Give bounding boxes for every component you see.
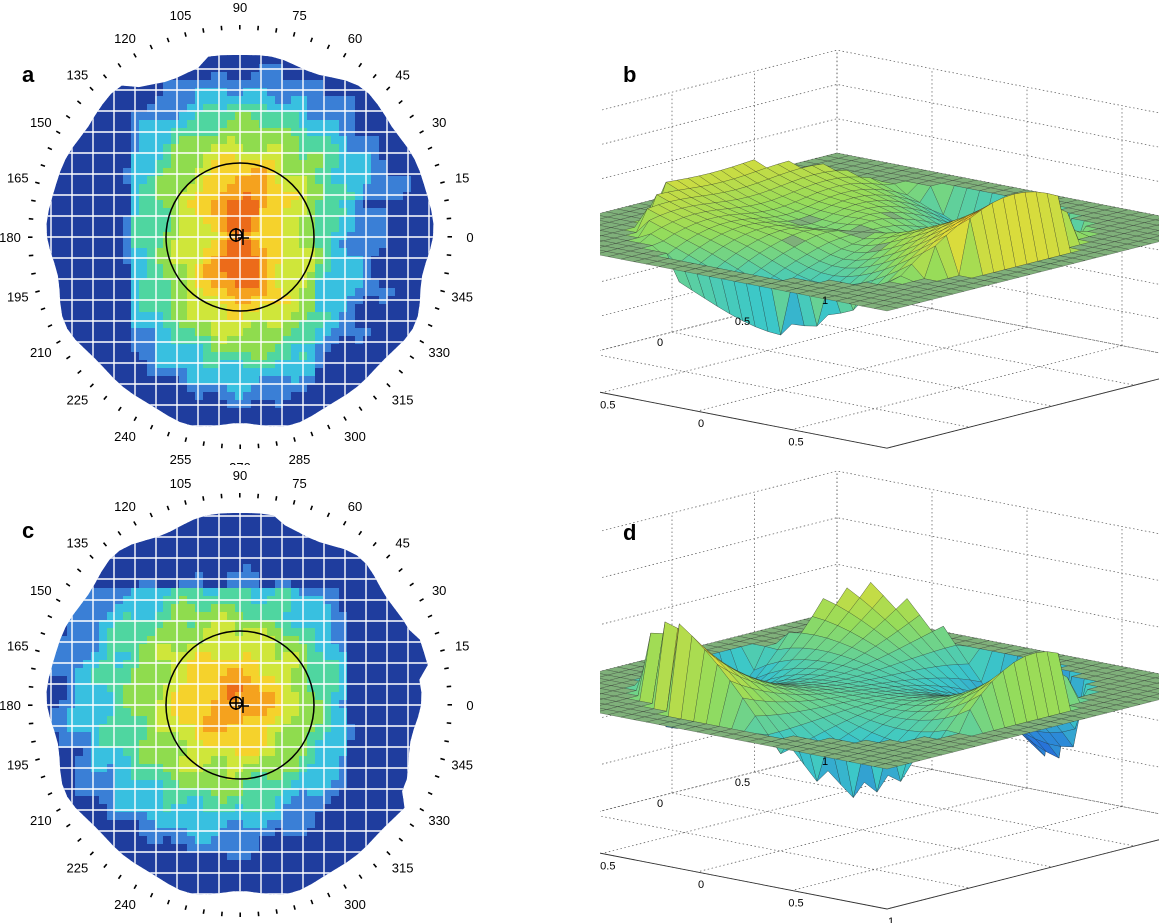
angle-tick-label: 75 — [292, 476, 306, 491]
angle-tick-label: 75 — [292, 8, 306, 23]
y-tick-label: 1 — [822, 295, 828, 307]
angle-tick-label: 15 — [455, 171, 469, 186]
angle-tick-label: 60 — [348, 499, 362, 514]
angle-tick-label: 120 — [114, 499, 136, 514]
angle-tick-label: 0 — [466, 230, 473, 245]
angle-tick-label: 150 — [30, 115, 52, 130]
panel-letter-d: d — [623, 520, 637, 545]
angle-tick-label: 180 — [0, 230, 21, 245]
x-tick-label: 0 — [698, 879, 704, 891]
x-tick-label: 0 — [698, 418, 704, 430]
angle-tick-label: 195 — [7, 758, 29, 773]
angle-tick-label: 165 — [7, 171, 29, 186]
angle-tick-label: 195 — [7, 290, 29, 305]
angle-tick-label: 240 — [114, 897, 136, 912]
y-tick-label: 0.5 — [735, 316, 750, 328]
angle-tick-label: 225 — [67, 393, 89, 408]
angle-tick-label: 240 — [114, 429, 136, 444]
pupil-circle — [165, 630, 315, 780]
angle-tick-label: 0 — [466, 698, 473, 713]
angle-tick-label: 60 — [348, 31, 362, 46]
topography-map-a: 0 15 30 45 60 75 90 105 120 135 150 165 180 195 210 225… — [0, 0, 474, 465]
angle-tick-label: 120 — [114, 31, 136, 46]
angle-tick-label: 285 — [289, 920, 311, 923]
angle-tick-label: 300 — [344, 429, 366, 444]
angle-tick-label: 315 — [392, 393, 414, 408]
angle-tick-label: 135 — [67, 535, 89, 550]
surface-mesh — [600, 581, 1159, 799]
angle-tick-label: 270 — [229, 460, 251, 465]
angle-tick-label: 90 — [233, 468, 247, 483]
pupil-circle — [165, 162, 315, 312]
x-tick-label: 0.5 — [788, 898, 803, 910]
x-tick-label: -0.5 — [600, 861, 615, 873]
x-tick-label: 0.5 — [788, 437, 803, 449]
angle-tick-label: 150 — [30, 583, 52, 598]
angle-tick-label: 285 — [289, 452, 311, 465]
y-tick-label: 0.5 — [735, 777, 750, 789]
angle-tick-label: 45 — [395, 535, 409, 550]
center-marker — [229, 696, 249, 713]
angle-tick-label: 45 — [395, 67, 409, 82]
angle-tick-label: 165 — [7, 639, 29, 654]
angle-tick-label: 255 — [170, 920, 192, 923]
x-tick-label: 1 — [888, 916, 894, 923]
angle-tick-label: 90 — [233, 0, 247, 15]
angle-tick-label: 105 — [170, 8, 192, 23]
angle-tick-label: 210 — [30, 345, 52, 360]
x-tick-label: -0.5 — [600, 400, 615, 412]
angle-tick-label: 30 — [432, 115, 446, 130]
angle-tick-label: 330 — [428, 345, 450, 360]
surface-mesh — [600, 152, 1159, 336]
angle-tick-label: 105 — [170, 476, 192, 491]
panel-letter-c: c — [22, 518, 35, 543]
angle-tick-label: 345 — [451, 758, 473, 773]
angle-tick-label: 180 — [0, 698, 21, 713]
surface-plot-b: -2-1.5-1-0.500.511.5-1-0.500.51-1-0.500.… — [600, 49, 1159, 449]
angle-tick-label: 300 — [344, 897, 366, 912]
angle-tick-label: 30 — [432, 583, 446, 598]
angle-tick-label: 345 — [451, 290, 473, 305]
panel-letter-a: a — [22, 62, 35, 87]
topography-map-c: 0 15 30 45 60 75 90 105 120 135 150 165 180 195 210 225… — [0, 468, 474, 923]
center-marker — [229, 228, 249, 245]
surface-plot-d: -3-2-10123-1-0.500.51-1-0.500.51 — [600, 470, 1159, 923]
angle-tick-label: 255 — [170, 452, 192, 465]
angle-tick-label: 135 — [67, 67, 89, 82]
y-tick-label: 1 — [822, 756, 828, 768]
angle-tick-label: 315 — [392, 861, 414, 876]
y-tick-label: 0 — [657, 798, 663, 810]
y-tick-label: 0 — [657, 337, 663, 349]
panel-letter-b: b — [623, 62, 637, 87]
angle-tick-label: 15 — [455, 639, 469, 654]
angle-tick-label: 210 — [30, 813, 52, 828]
angle-tick-label: 330 — [428, 813, 450, 828]
angle-tick-label: 225 — [67, 861, 89, 876]
